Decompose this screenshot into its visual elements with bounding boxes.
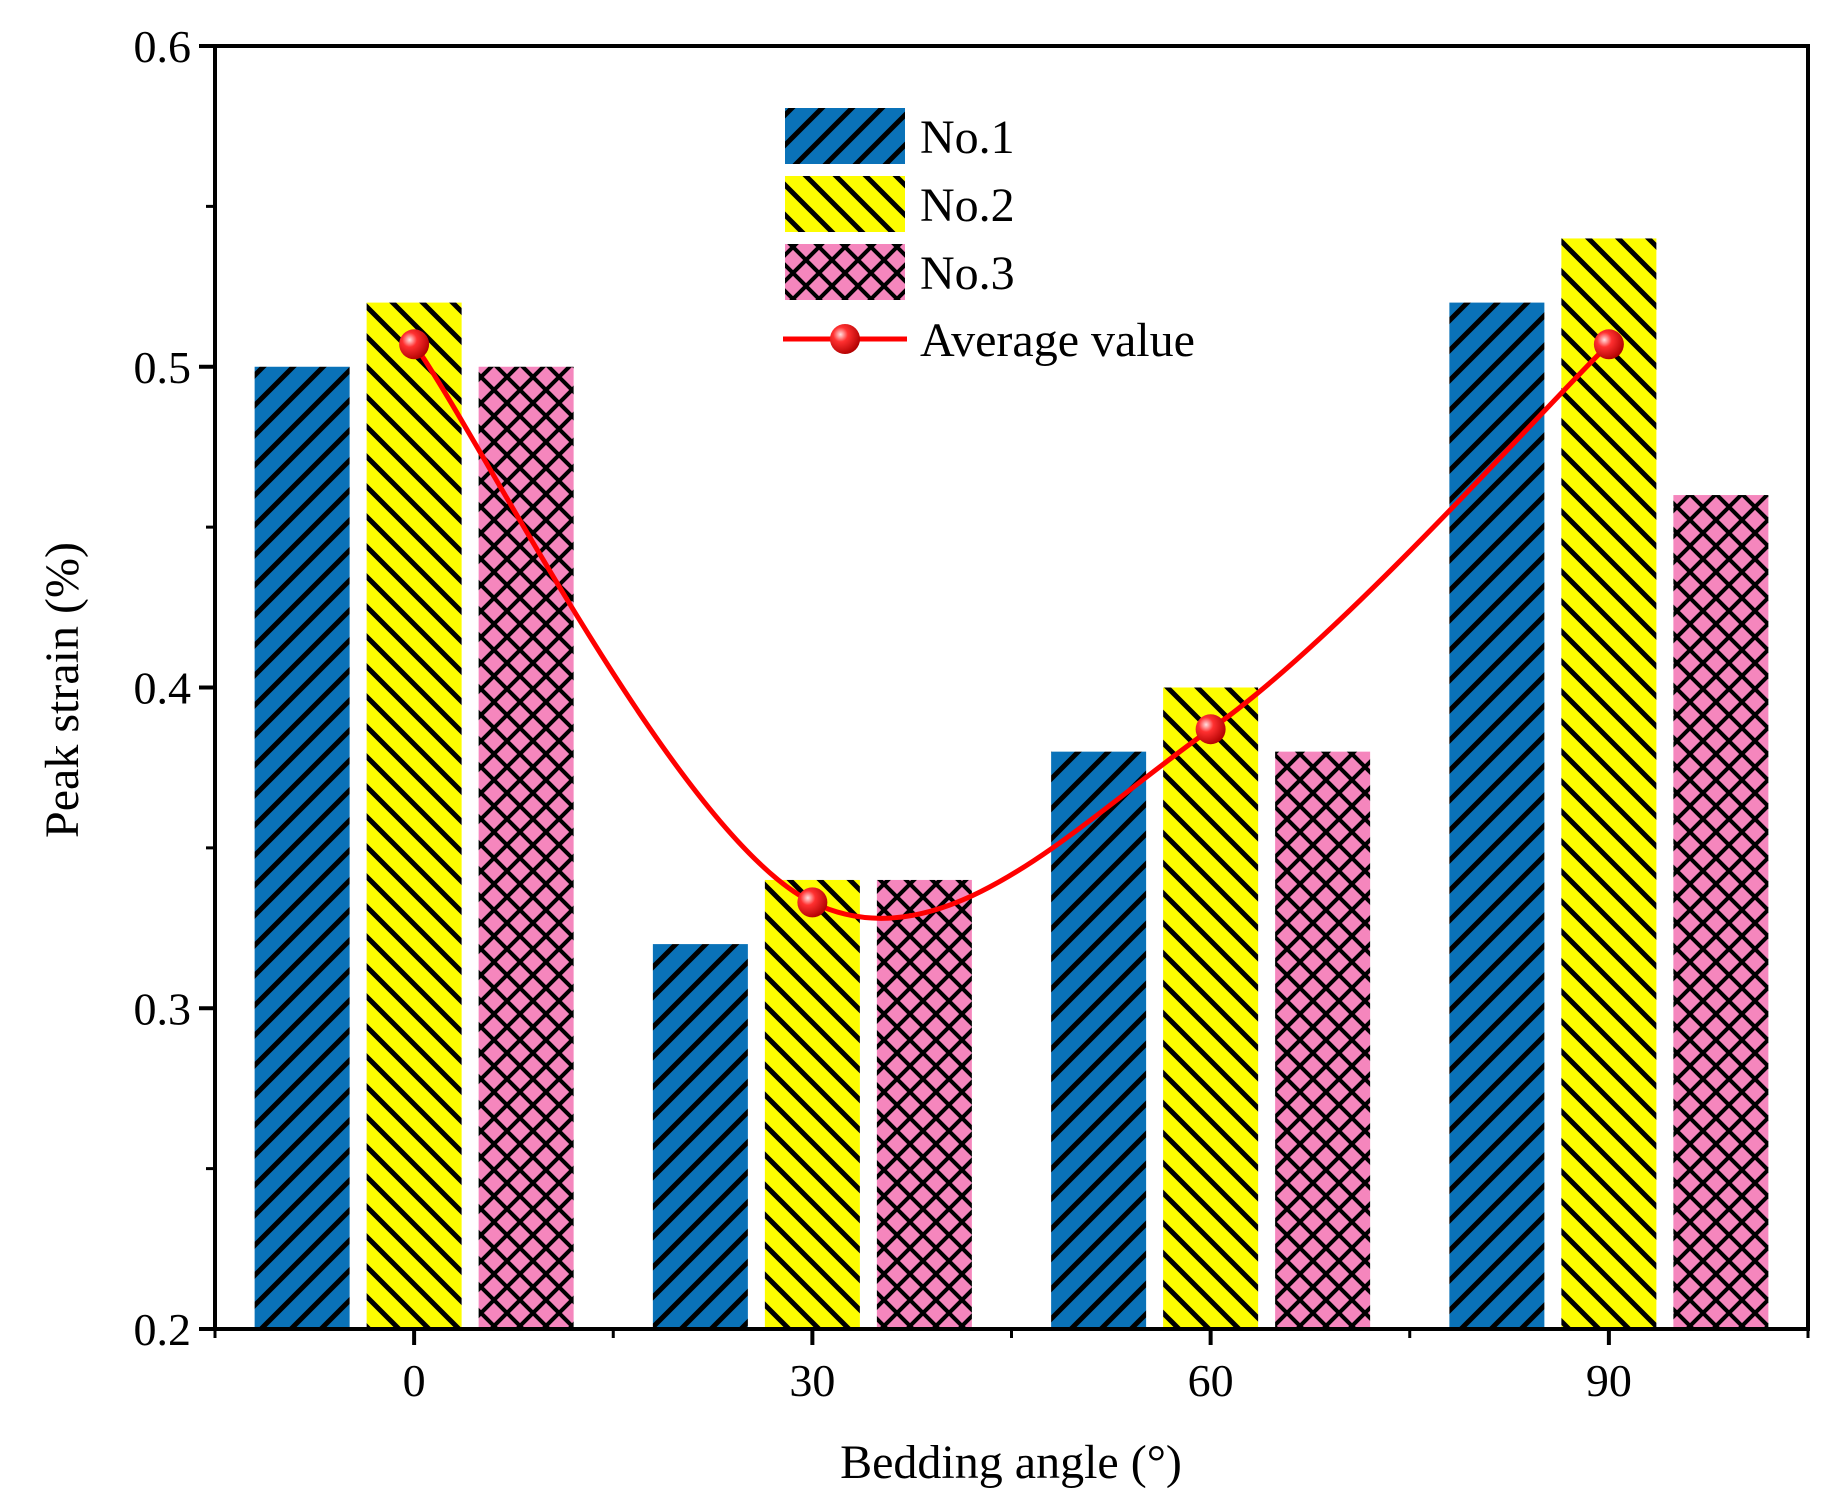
bar-no1-30: [652, 944, 748, 1329]
bar-no3-60: [1275, 751, 1371, 1329]
x-tick-label: 60: [1188, 1355, 1234, 1406]
legend-label-average: Average value: [920, 314, 1195, 367]
bar-no1-60: [1051, 751, 1147, 1329]
average-point-60: [1195, 714, 1226, 745]
legend-label-no1: No.1: [920, 111, 1015, 164]
y-tick-label: 0.2: [134, 1304, 192, 1355]
y-tick-label: 0.3: [134, 983, 192, 1034]
bar-no2-30: [764, 879, 860, 1329]
x-tick-label: 0: [403, 1355, 426, 1406]
average-line-group: [399, 329, 1624, 921]
average-point-0: [399, 329, 430, 360]
legend-label-no2: No.2: [920, 179, 1015, 232]
x-axis-title: Bedding angle (°): [840, 1436, 1182, 1489]
average-line: [412, 342, 1611, 921]
legend-label-no3: No.3: [920, 247, 1015, 300]
bar-no2-90: [1561, 238, 1657, 1330]
bar-no1-0: [254, 366, 350, 1329]
x-tick-label: 30: [789, 1355, 835, 1406]
bar-no3-0: [478, 366, 574, 1329]
y-tick-label: 0.6: [134, 21, 192, 72]
legend-swatch-no1: [785, 108, 905, 164]
y-tick-label: 0.5: [134, 342, 192, 393]
legend-swatch-no3: [785, 244, 905, 300]
legend-swatch-no2: [785, 176, 905, 232]
legend: No.1 No.2 No.3 Average value: [783, 108, 1195, 367]
bar-no1-90: [1449, 302, 1545, 1330]
bar-no3-90: [1673, 495, 1769, 1329]
bar-no3-30: [876, 879, 972, 1329]
average-point-90: [1593, 329, 1624, 360]
bars-group: [254, 238, 1769, 1330]
legend-marker-average: [830, 324, 860, 354]
average-point-30: [797, 887, 828, 918]
y-axis-title: Peak strain (%): [36, 542, 89, 838]
x-tick-label: 90: [1586, 1355, 1632, 1406]
axis-ticks: 0.2 0.3 0.4 0.5 0.6 0 30 60 90: [134, 21, 1810, 1406]
bar-no2-0: [366, 302, 462, 1330]
bar-no2-60: [1163, 687, 1259, 1329]
y-tick-label: 0.4: [134, 663, 192, 714]
